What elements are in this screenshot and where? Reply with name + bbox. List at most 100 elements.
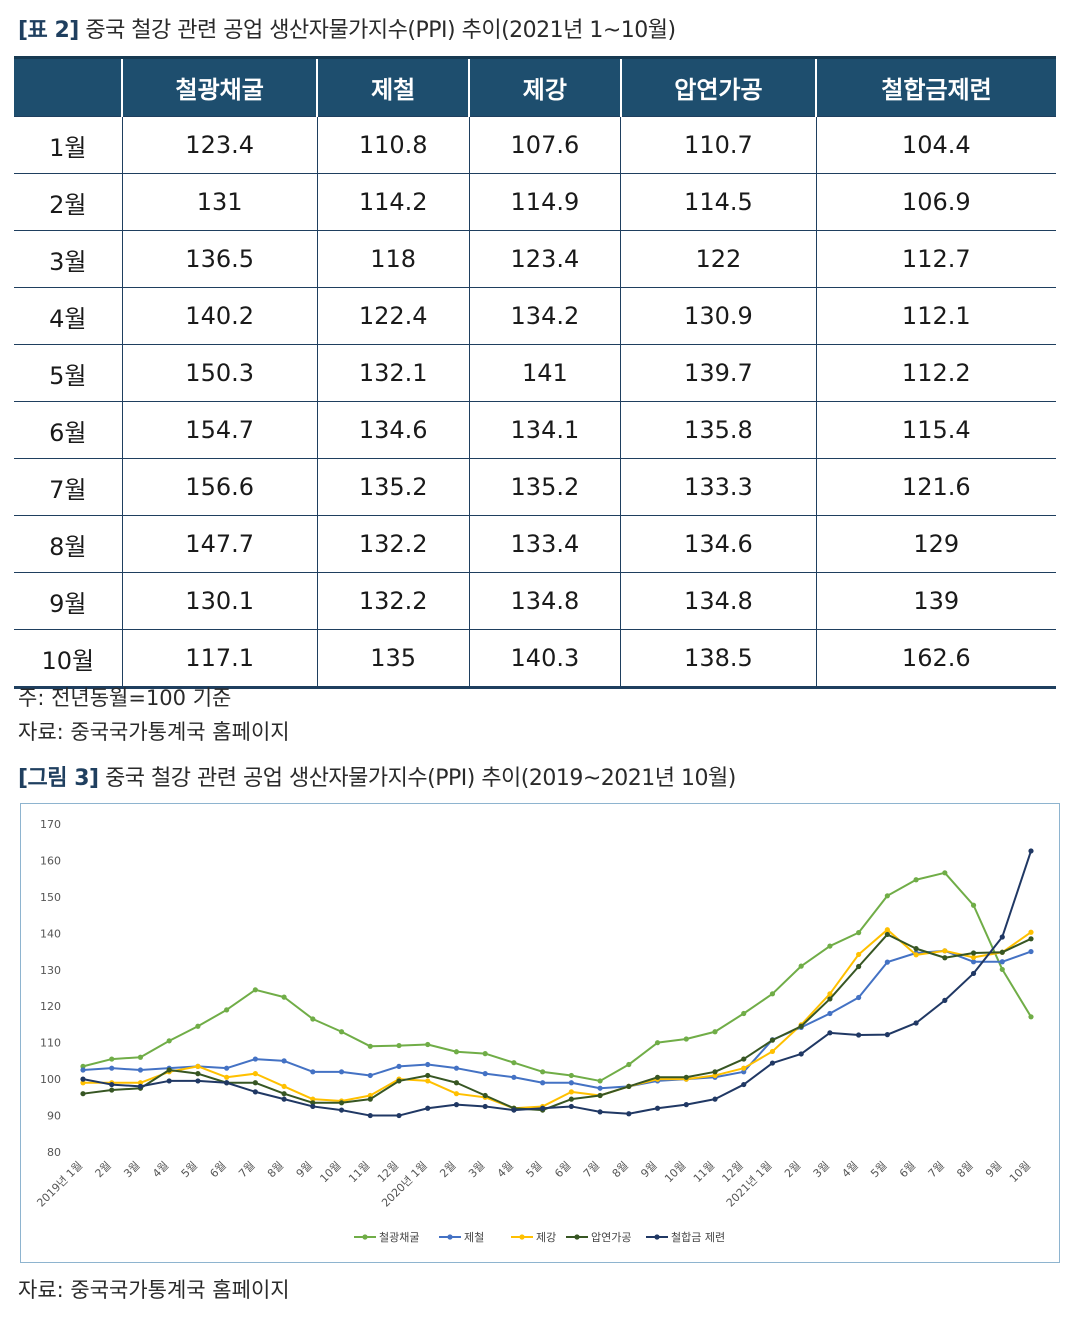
legend-marker <box>574 1234 580 1240</box>
data-point-4 <box>137 1083 144 1089</box>
row-month-label: 10월 <box>14 629 122 689</box>
data-point-2 <box>769 1048 776 1055</box>
data-point-4 <box>942 997 948 1003</box>
legend-marker <box>519 1234 525 1240</box>
x-tick-label: 8월 <box>265 1159 286 1180</box>
data-point-3 <box>827 996 833 1002</box>
data-point-0 <box>396 1042 402 1049</box>
data-point-1 <box>281 1058 287 1064</box>
row-month-label: 4월 <box>14 287 122 345</box>
table-cell: 114.2 <box>316 173 470 231</box>
data-point-2 <box>884 927 890 933</box>
table-cell: 154.7 <box>121 401 318 459</box>
data-point-1 <box>367 1072 373 1079</box>
table-cell: 139 <box>815 572 1056 630</box>
data-point-1 <box>741 1069 747 1075</box>
x-tick-label: 10월 <box>662 1159 688 1185</box>
x-tick-label: 2월 <box>93 1159 114 1180</box>
x-tick-label: 3월 <box>121 1159 142 1180</box>
data-point-0 <box>1028 1014 1034 1020</box>
data-point-3 <box>999 949 1005 955</box>
data-point-3 <box>338 1100 345 1106</box>
chart-frame: 80 90 100 110 120 130 140 150 160 170 2019년 1월 2월 3월… <box>20 803 1060 1263</box>
series-line-0 <box>82 871 1032 1082</box>
table-source: 자료: 중국국가통계국 홈페이지 <box>18 720 290 744</box>
data-point-1 <box>252 1056 258 1062</box>
data-point-3 <box>683 1074 689 1080</box>
y-tick-label: 150 <box>40 891 61 904</box>
data-point-3 <box>396 1078 402 1084</box>
legend-marker <box>362 1234 368 1240</box>
row-month-label: 7월 <box>14 458 122 516</box>
data-point-0 <box>453 1049 460 1055</box>
x-tick-label: 9월 <box>638 1159 659 1180</box>
data-point-1 <box>884 959 890 965</box>
x-tick-label: 3월 <box>811 1159 832 1180</box>
data-point-3 <box>109 1087 115 1093</box>
table-cell: 115.4 <box>815 401 1056 459</box>
data-point-4 <box>827 1030 833 1036</box>
table-note: 주: 전년동월=100 기준 <box>18 686 232 710</box>
data-point-2 <box>568 1089 574 1095</box>
data-point-0 <box>482 1051 488 1057</box>
table-cell: 138.5 <box>620 629 817 689</box>
x-tick-label: 8월 <box>610 1159 631 1180</box>
data-point-0 <box>540 1069 546 1075</box>
series-line-2 <box>83 928 1032 1110</box>
data-point-3 <box>970 950 977 956</box>
data-point-4 <box>310 1103 316 1110</box>
table-row: 5월 150.3 132.1 141 139.7 112.2 <box>14 344 1056 402</box>
ppi-line-chart: 80 90 100 110 120 130 140 150 160 170 2019년 1월 2월 3월… <box>34 818 1034 1244</box>
table-row: 7월 156.6 135.2 135.2 133.3 121.6 <box>14 458 1056 516</box>
header-steel-making: 제강 <box>468 56 621 117</box>
x-tick-label: 7월 <box>581 1159 602 1180</box>
legend-label: 제강 <box>536 1231 556 1244</box>
data-point-3 <box>166 1067 172 1073</box>
data-point-4 <box>482 1103 488 1110</box>
table-cell: 118 <box>316 230 470 288</box>
table-cell: 117.1 <box>121 629 318 689</box>
table-row: 9월 130.1 132.2 134.8 134.8 139 <box>14 572 1056 630</box>
table-cell: 106.9 <box>815 173 1056 231</box>
x-tick-label: 6월 <box>207 1159 228 1180</box>
y-tick-label: 80 <box>47 1146 61 1159</box>
x-tick-label: 8월 <box>954 1159 975 1180</box>
row-month-label: 5월 <box>14 344 122 402</box>
table-cell: 114.9 <box>468 173 621 231</box>
table-cell: 135 <box>316 629 470 689</box>
x-tick-label: 6월 <box>552 1159 573 1180</box>
table-cell: 135.2 <box>316 458 470 516</box>
data-point-1 <box>396 1063 402 1069</box>
data-point-1 <box>137 1067 144 1073</box>
data-point-0 <box>741 1010 747 1017</box>
data-point-1 <box>856 994 862 1001</box>
y-tick-label: 130 <box>40 964 61 977</box>
table-cell: 131 <box>121 173 318 231</box>
data-point-2 <box>425 1078 431 1084</box>
data-point-0 <box>856 930 862 936</box>
data-point-0 <box>769 991 776 997</box>
data-point-2 <box>741 1065 747 1071</box>
data-point-3 <box>712 1069 718 1075</box>
data-point-0 <box>913 877 919 883</box>
data-point-0 <box>252 987 258 993</box>
x-tick-label: 7월 <box>926 1159 947 1180</box>
table-row: 4월 140.2 122.4 134.2 130.9 112.1 <box>14 287 1056 345</box>
data-point-3 <box>856 963 862 970</box>
data-point-1 <box>597 1085 603 1091</box>
data-point-3 <box>913 946 919 952</box>
table-cell: 121.6 <box>815 458 1056 516</box>
data-point-2 <box>367 1092 373 1099</box>
x-tick-label: 2월 <box>782 1159 803 1180</box>
data-point-0 <box>827 943 833 949</box>
table-cell: 135.2 <box>468 458 621 516</box>
data-point-0 <box>195 1023 201 1029</box>
series-line-4 <box>82 850 1032 1117</box>
data-point-0 <box>80 1063 86 1069</box>
legend-label: 제철 <box>464 1231 484 1244</box>
legend-label: 철광채굴 <box>379 1231 419 1244</box>
data-point-3 <box>798 1023 804 1029</box>
table-cell: 123.4 <box>468 230 621 288</box>
table-cell: 104.4 <box>815 116 1056 174</box>
data-point-3 <box>568 1096 574 1102</box>
